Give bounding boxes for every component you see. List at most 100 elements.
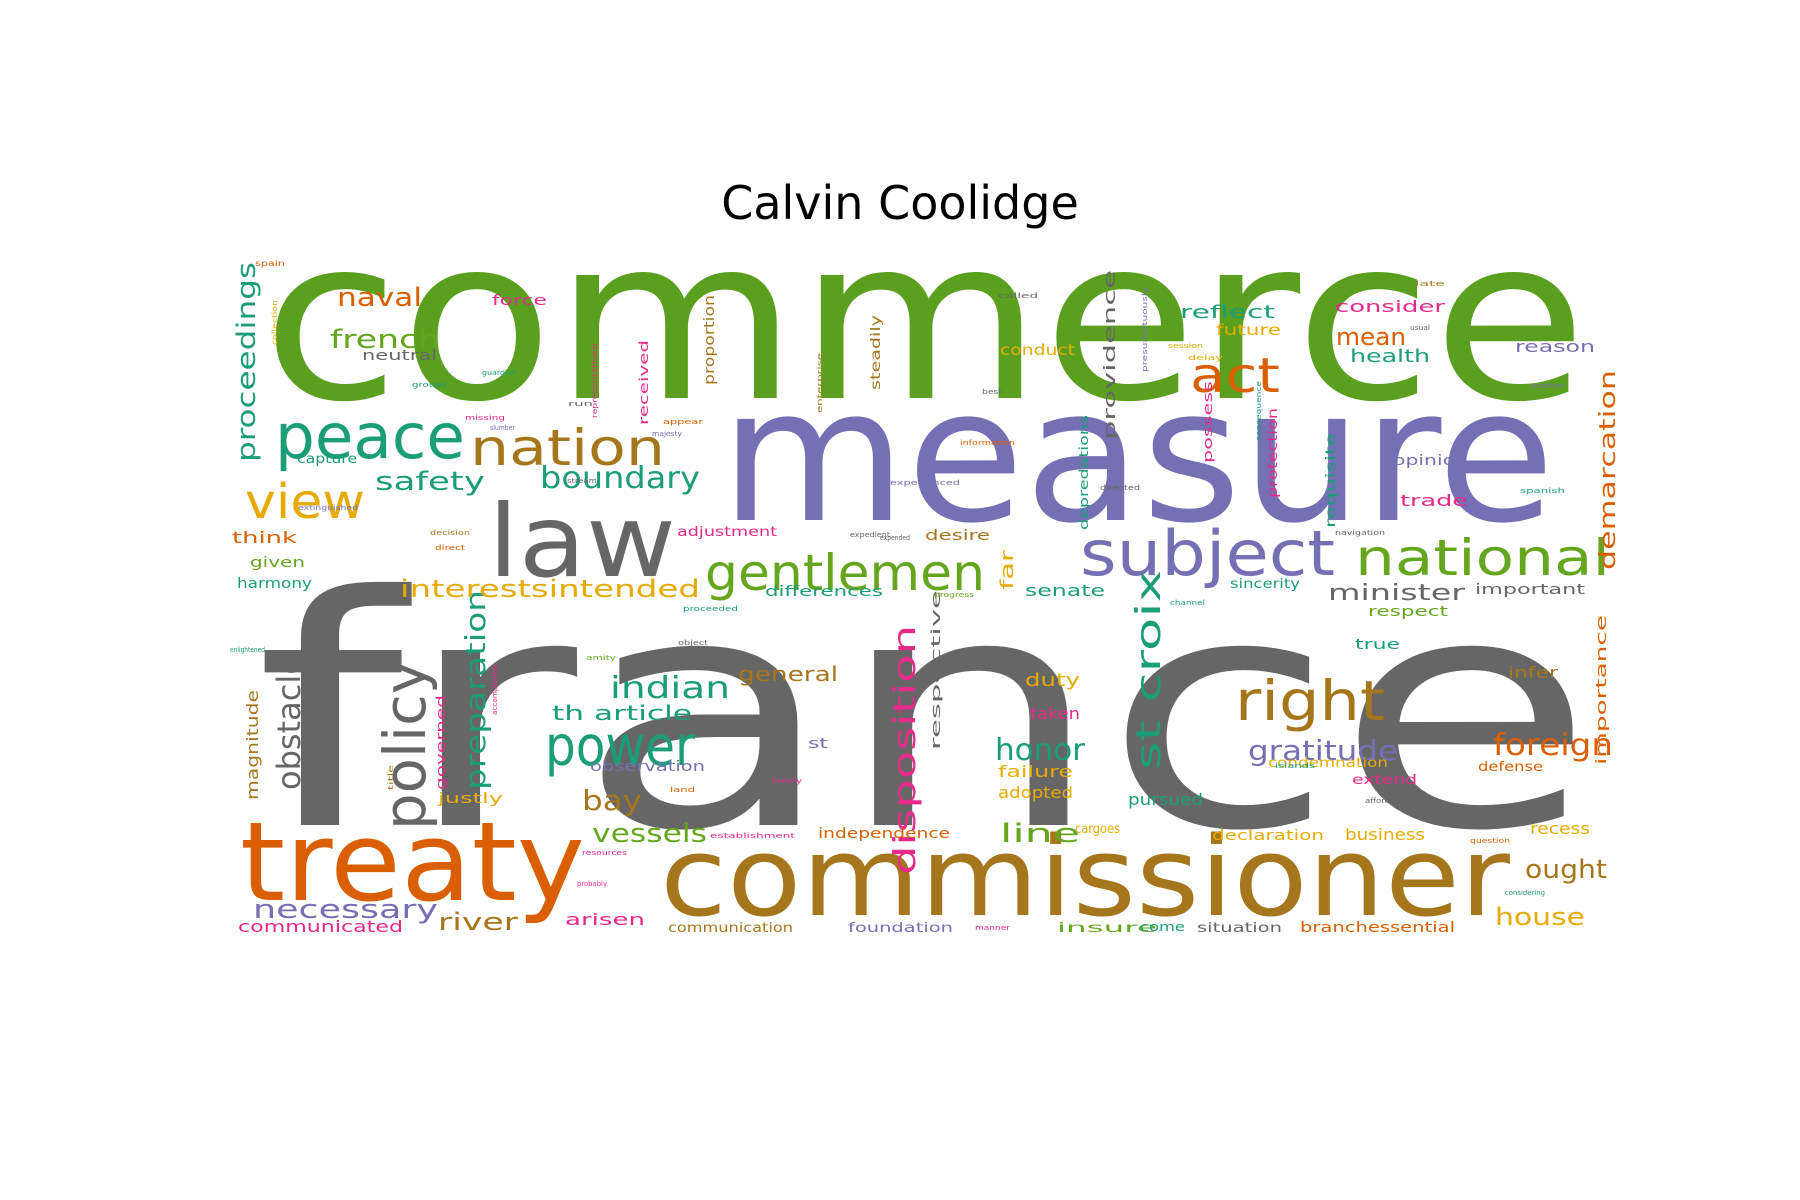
word-adopted: adopted <box>998 783 1073 802</box>
word-river: river <box>438 908 518 936</box>
word-manner: manner <box>975 924 1010 932</box>
word-title: title <box>387 765 395 790</box>
word-progress: progress <box>934 591 974 599</box>
word-far: far <box>997 549 1018 590</box>
word-reason: reason <box>1515 337 1595 356</box>
word-subject: subject <box>1080 517 1335 590</box>
word-vessels: vessels <box>592 819 707 849</box>
word-presumptuously: presumptuously <box>1141 287 1149 372</box>
word-infer: infer <box>1508 663 1559 682</box>
word-mean: mean <box>1336 323 1406 351</box>
word-duty: duty <box>1025 670 1080 691</box>
word-expended: expended <box>880 534 910 542</box>
word-opinion: opinion <box>1393 453 1468 469</box>
word-slumber: slumber <box>490 424 515 432</box>
word-respect: respect <box>1368 604 1449 620</box>
word-resources: resources <box>582 849 627 857</box>
word-desire: desire <box>925 528 990 544</box>
word-establishment: establishment <box>710 832 795 840</box>
word-islands: islands <box>1275 762 1316 770</box>
word-direct: direct <box>435 544 465 552</box>
word-received: received <box>637 340 651 425</box>
word-majesty: majesty <box>652 430 682 438</box>
word-taken: taken <box>1030 704 1080 723</box>
word-situation: situation <box>1197 921 1282 936</box>
word-force: force <box>492 293 547 309</box>
word-depredations: depredations <box>1077 415 1091 530</box>
word-communication: communication <box>668 921 793 936</box>
word-steadily: steadily <box>869 315 884 390</box>
word-matter: matter <box>1530 382 1565 390</box>
word-gentlemen: gentlemen <box>705 544 985 602</box>
word-family: family <box>772 777 802 785</box>
word-usual: usual <box>1410 324 1430 332</box>
word-differences: differences <box>765 584 883 600</box>
word-object: object <box>678 639 708 647</box>
word-experienced: experienced <box>890 479 960 487</box>
word-stream: stream <box>567 477 597 485</box>
word-spain: spain <box>255 259 285 268</box>
word-spanish: spanish <box>1520 487 1565 495</box>
word-consequence: consequence <box>1255 381 1263 441</box>
word-ought: ought <box>1525 855 1607 885</box>
word-act: act <box>1190 348 1280 404</box>
word-given: given <box>250 555 305 571</box>
word-honor: honor <box>995 733 1086 768</box>
word-amity: amity <box>586 654 616 662</box>
word-senate: senate <box>1025 581 1105 600</box>
word-commissioner: commissioner <box>660 813 1511 941</box>
word-providence: providence <box>1100 270 1119 440</box>
word-necessary: necessary <box>253 895 438 925</box>
word-adjustment: adjustment <box>677 525 777 540</box>
word-national: national <box>1355 529 1610 587</box>
word-proceedings: proceedings <box>232 262 262 462</box>
word-considering: considering <box>1505 889 1545 897</box>
chart-title: Calvin Coolidge <box>721 176 1079 230</box>
word-proceeded: proceeded <box>683 605 738 613</box>
word-policy: policy <box>371 660 439 830</box>
word-observation: observation <box>590 759 705 775</box>
word-france: france <box>255 529 1595 901</box>
word-power: power <box>545 714 695 778</box>
word-obstacle: obstacle <box>270 655 308 790</box>
word-respective: respective <box>929 590 943 750</box>
word-called: called <box>998 292 1038 300</box>
word-best: best <box>982 388 1002 396</box>
word-session: session <box>1168 342 1203 350</box>
word-trade: trade <box>1400 491 1468 510</box>
word-land: land <box>670 786 695 794</box>
word-enterprise: enterprise <box>816 353 824 413</box>
word-pursued: pursued <box>1128 790 1203 809</box>
word-possess: possess <box>1201 381 1215 463</box>
word-th-article: th article <box>552 701 692 725</box>
word-house: house <box>1495 903 1585 931</box>
word-think: think <box>232 528 298 547</box>
word-directed: directed <box>1100 484 1140 492</box>
word-measure: measure <box>720 348 1555 564</box>
word-branchessential: branchessential <box>1300 920 1455 936</box>
word-appear: appear <box>663 418 703 426</box>
word-right: right <box>1235 669 1385 733</box>
word-collection: collection <box>271 300 279 345</box>
word-insure: insure <box>1057 921 1157 936</box>
word-treaty: treaty <box>240 798 585 926</box>
word-st-croix: st croix <box>1129 570 1169 770</box>
word-general: general <box>738 662 838 686</box>
word-nation: nation <box>470 419 665 477</box>
word-gratitude: gratitude <box>1248 734 1398 767</box>
word-preparation: preparation <box>459 590 492 790</box>
word-neutral: neutral <box>362 348 437 364</box>
word-information: information <box>960 439 1015 447</box>
word-true: true <box>1355 637 1400 653</box>
word-groups: groups <box>412 381 448 389</box>
word-extinguished: extinguished <box>298 504 358 512</box>
word-safety: safety <box>375 467 485 497</box>
word-navigation: navigation <box>1335 529 1385 537</box>
word-defense: defense <box>1478 760 1543 775</box>
word-law: law <box>488 483 676 600</box>
word-run: run <box>568 400 593 408</box>
word-minister: minister <box>1328 581 1466 606</box>
word-important: important <box>1475 582 1586 598</box>
word-recess: recess <box>1530 819 1590 838</box>
